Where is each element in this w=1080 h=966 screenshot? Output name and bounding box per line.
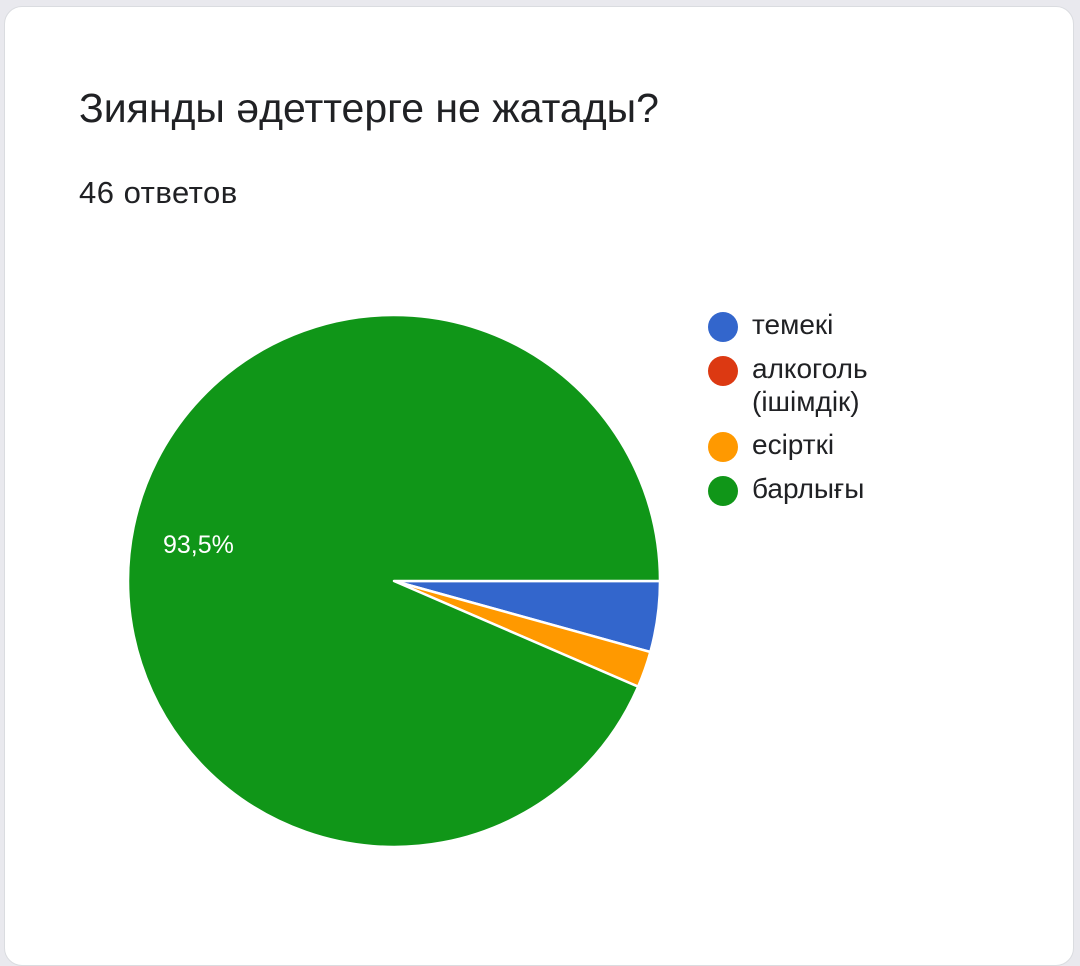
legend-label: барлығы	[752, 473, 865, 504]
chart-title: Зиянды әдеттерге не жатады?	[79, 85, 659, 131]
legend-swatch	[708, 312, 738, 342]
legend-label: алкоголь (ішімдік)	[752, 353, 868, 417]
pie-slices	[126, 313, 662, 849]
legend-item[interactable]: алкоголь (ішімдік)	[708, 352, 908, 418]
response-count: 46 ответов	[79, 175, 238, 210]
legend-swatch	[708, 432, 738, 462]
chart-legend: темекі алкоголь (ішімдік) есірткі барлығы	[708, 308, 908, 516]
pie-data-label: 93,5%	[163, 531, 234, 559]
legend-item[interactable]: темекі	[708, 308, 908, 342]
pie-chart: 93,5%	[126, 313, 662, 849]
legend-item[interactable]: есірткі	[708, 428, 908, 462]
pie-slice-3	[126, 313, 662, 849]
legend-label: есірткі	[752, 429, 835, 460]
legend-swatch	[708, 476, 738, 506]
pie-data-labels: 93,5%	[163, 531, 234, 559]
legend-label: темекі	[752, 309, 834, 340]
legend-item[interactable]: барлығы	[708, 472, 908, 506]
legend-swatch	[708, 356, 738, 386]
